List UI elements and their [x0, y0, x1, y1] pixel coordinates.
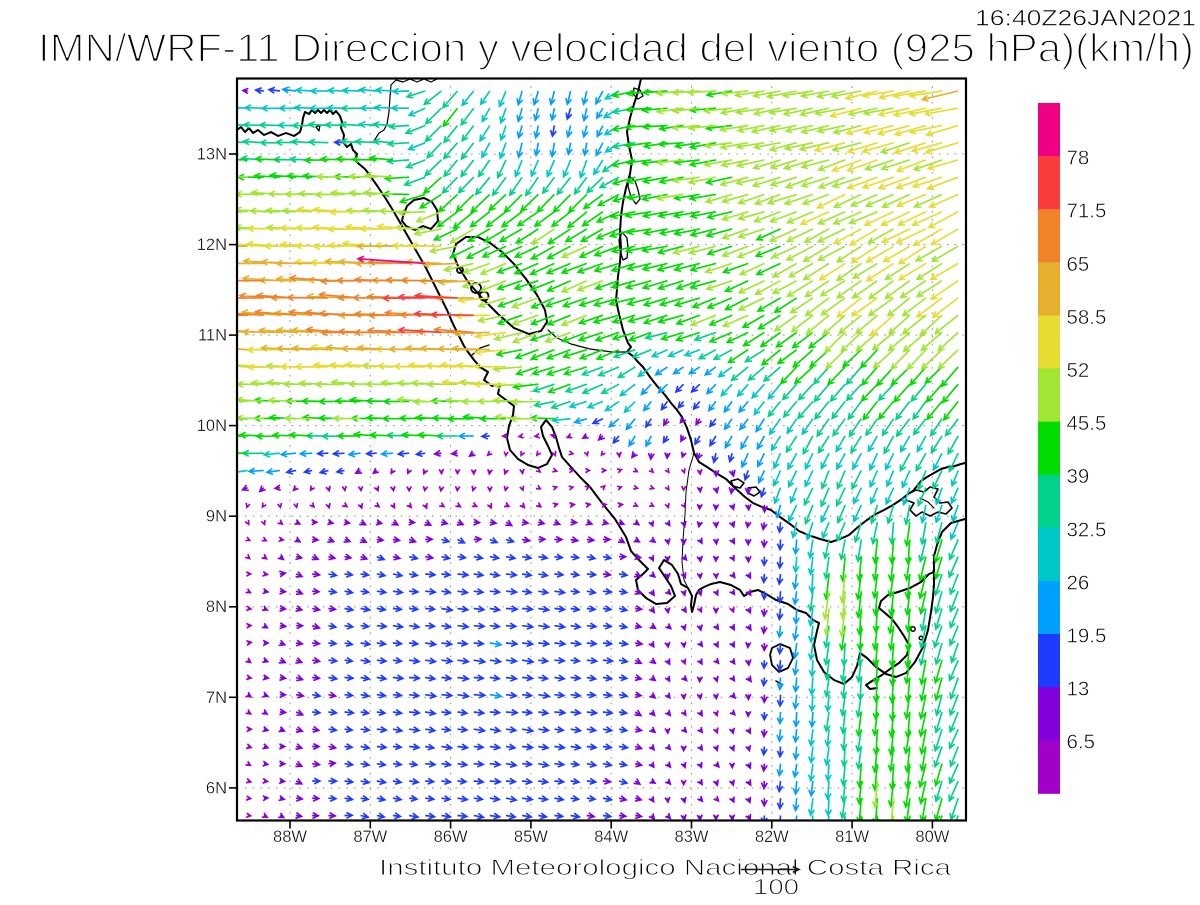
svg-text:32.5: 32.5 — [1067, 518, 1107, 541]
svg-text:9N: 9N — [206, 508, 227, 526]
svg-text:82W: 82W — [755, 828, 789, 846]
svg-text:85W: 85W — [514, 828, 548, 846]
svg-text:88W: 88W — [273, 828, 307, 846]
svg-text:39: 39 — [1067, 465, 1090, 488]
svg-text:10N: 10N — [197, 417, 227, 435]
svg-text:78: 78 — [1067, 147, 1090, 170]
svg-text:81W: 81W — [835, 828, 869, 846]
svg-text:26: 26 — [1067, 571, 1090, 594]
svg-text:65: 65 — [1067, 253, 1090, 276]
svg-text:19.5: 19.5 — [1067, 625, 1107, 648]
svg-text:87W: 87W — [353, 828, 387, 846]
svg-text:Instituto Meteorologico Nacion: Instituto Meteorologico Nacional Costa R… — [379, 855, 952, 880]
svg-text:58.5: 58.5 — [1067, 306, 1107, 329]
svg-text:52: 52 — [1067, 359, 1090, 382]
svg-text:45.5: 45.5 — [1067, 412, 1107, 435]
svg-text:13N: 13N — [197, 146, 227, 164]
svg-text:13: 13 — [1067, 678, 1090, 701]
svg-text:7N: 7N — [206, 689, 227, 707]
svg-text:12N: 12N — [197, 236, 227, 254]
svg-text:8N: 8N — [206, 598, 227, 616]
svg-text:80W: 80W — [915, 828, 949, 846]
svg-text:71.5: 71.5 — [1067, 200, 1107, 223]
svg-text:16:40Z26JAN2021: 16:40Z26JAN2021 — [975, 6, 1196, 31]
svg-text:6N: 6N — [206, 779, 227, 797]
svg-text:6.5: 6.5 — [1067, 731, 1096, 754]
svg-text:11N: 11N — [198, 327, 227, 345]
svg-text:84W: 84W — [594, 828, 628, 846]
svg-text:IMN/WRF-11 Direccion y velocid: IMN/WRF-11 Direccion y velocidad del vie… — [38, 27, 1194, 71]
svg-text:86W: 86W — [434, 828, 468, 846]
svg-text:100: 100 — [753, 875, 799, 900]
svg-text:83W: 83W — [675, 828, 709, 846]
